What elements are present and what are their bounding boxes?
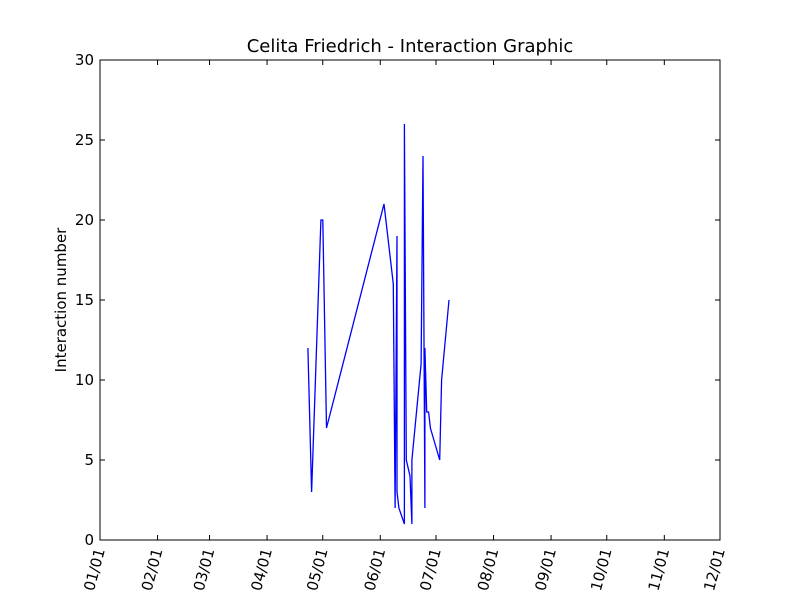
y-axis-label: Interaction number (52, 227, 70, 373)
x-tick-label: 04/01 (247, 546, 276, 592)
x-tick-label: 03/01 (190, 546, 219, 592)
y-ticks: 0 5 10 15 20 25 30 (75, 51, 720, 549)
x-tick-label: 09/01 (531, 546, 560, 592)
x-tick-label: 02/01 (138, 546, 167, 592)
series-line-0 (307, 123, 450, 525)
y-tick-label: 15 (75, 291, 94, 309)
y-tick-label: 20 (75, 211, 94, 229)
x-tick-label: 12/01 (700, 546, 729, 592)
chart-title: Celita Friedrich - Interaction Graphic (247, 36, 574, 57)
x-tick-label: 08/01 (474, 546, 503, 592)
y-tick-label: 10 (75, 371, 94, 389)
x-tick-label: 06/01 (361, 546, 390, 592)
x-tick-label: 07/01 (416, 546, 445, 592)
x-tick-label: 01/01 (80, 546, 109, 592)
x-tick-label: 05/01 (303, 546, 332, 592)
y-tick-label: 30 (75, 51, 94, 69)
y-tick-label: 0 (84, 531, 94, 549)
y-tick-label: 5 (84, 451, 94, 469)
y-tick-label: 25 (75, 131, 94, 149)
plot-frame (99, 59, 721, 541)
x-tick-label: 10/01 (587, 546, 616, 592)
x-tick-label: 11/01 (645, 546, 674, 592)
series-layer (307, 123, 450, 525)
